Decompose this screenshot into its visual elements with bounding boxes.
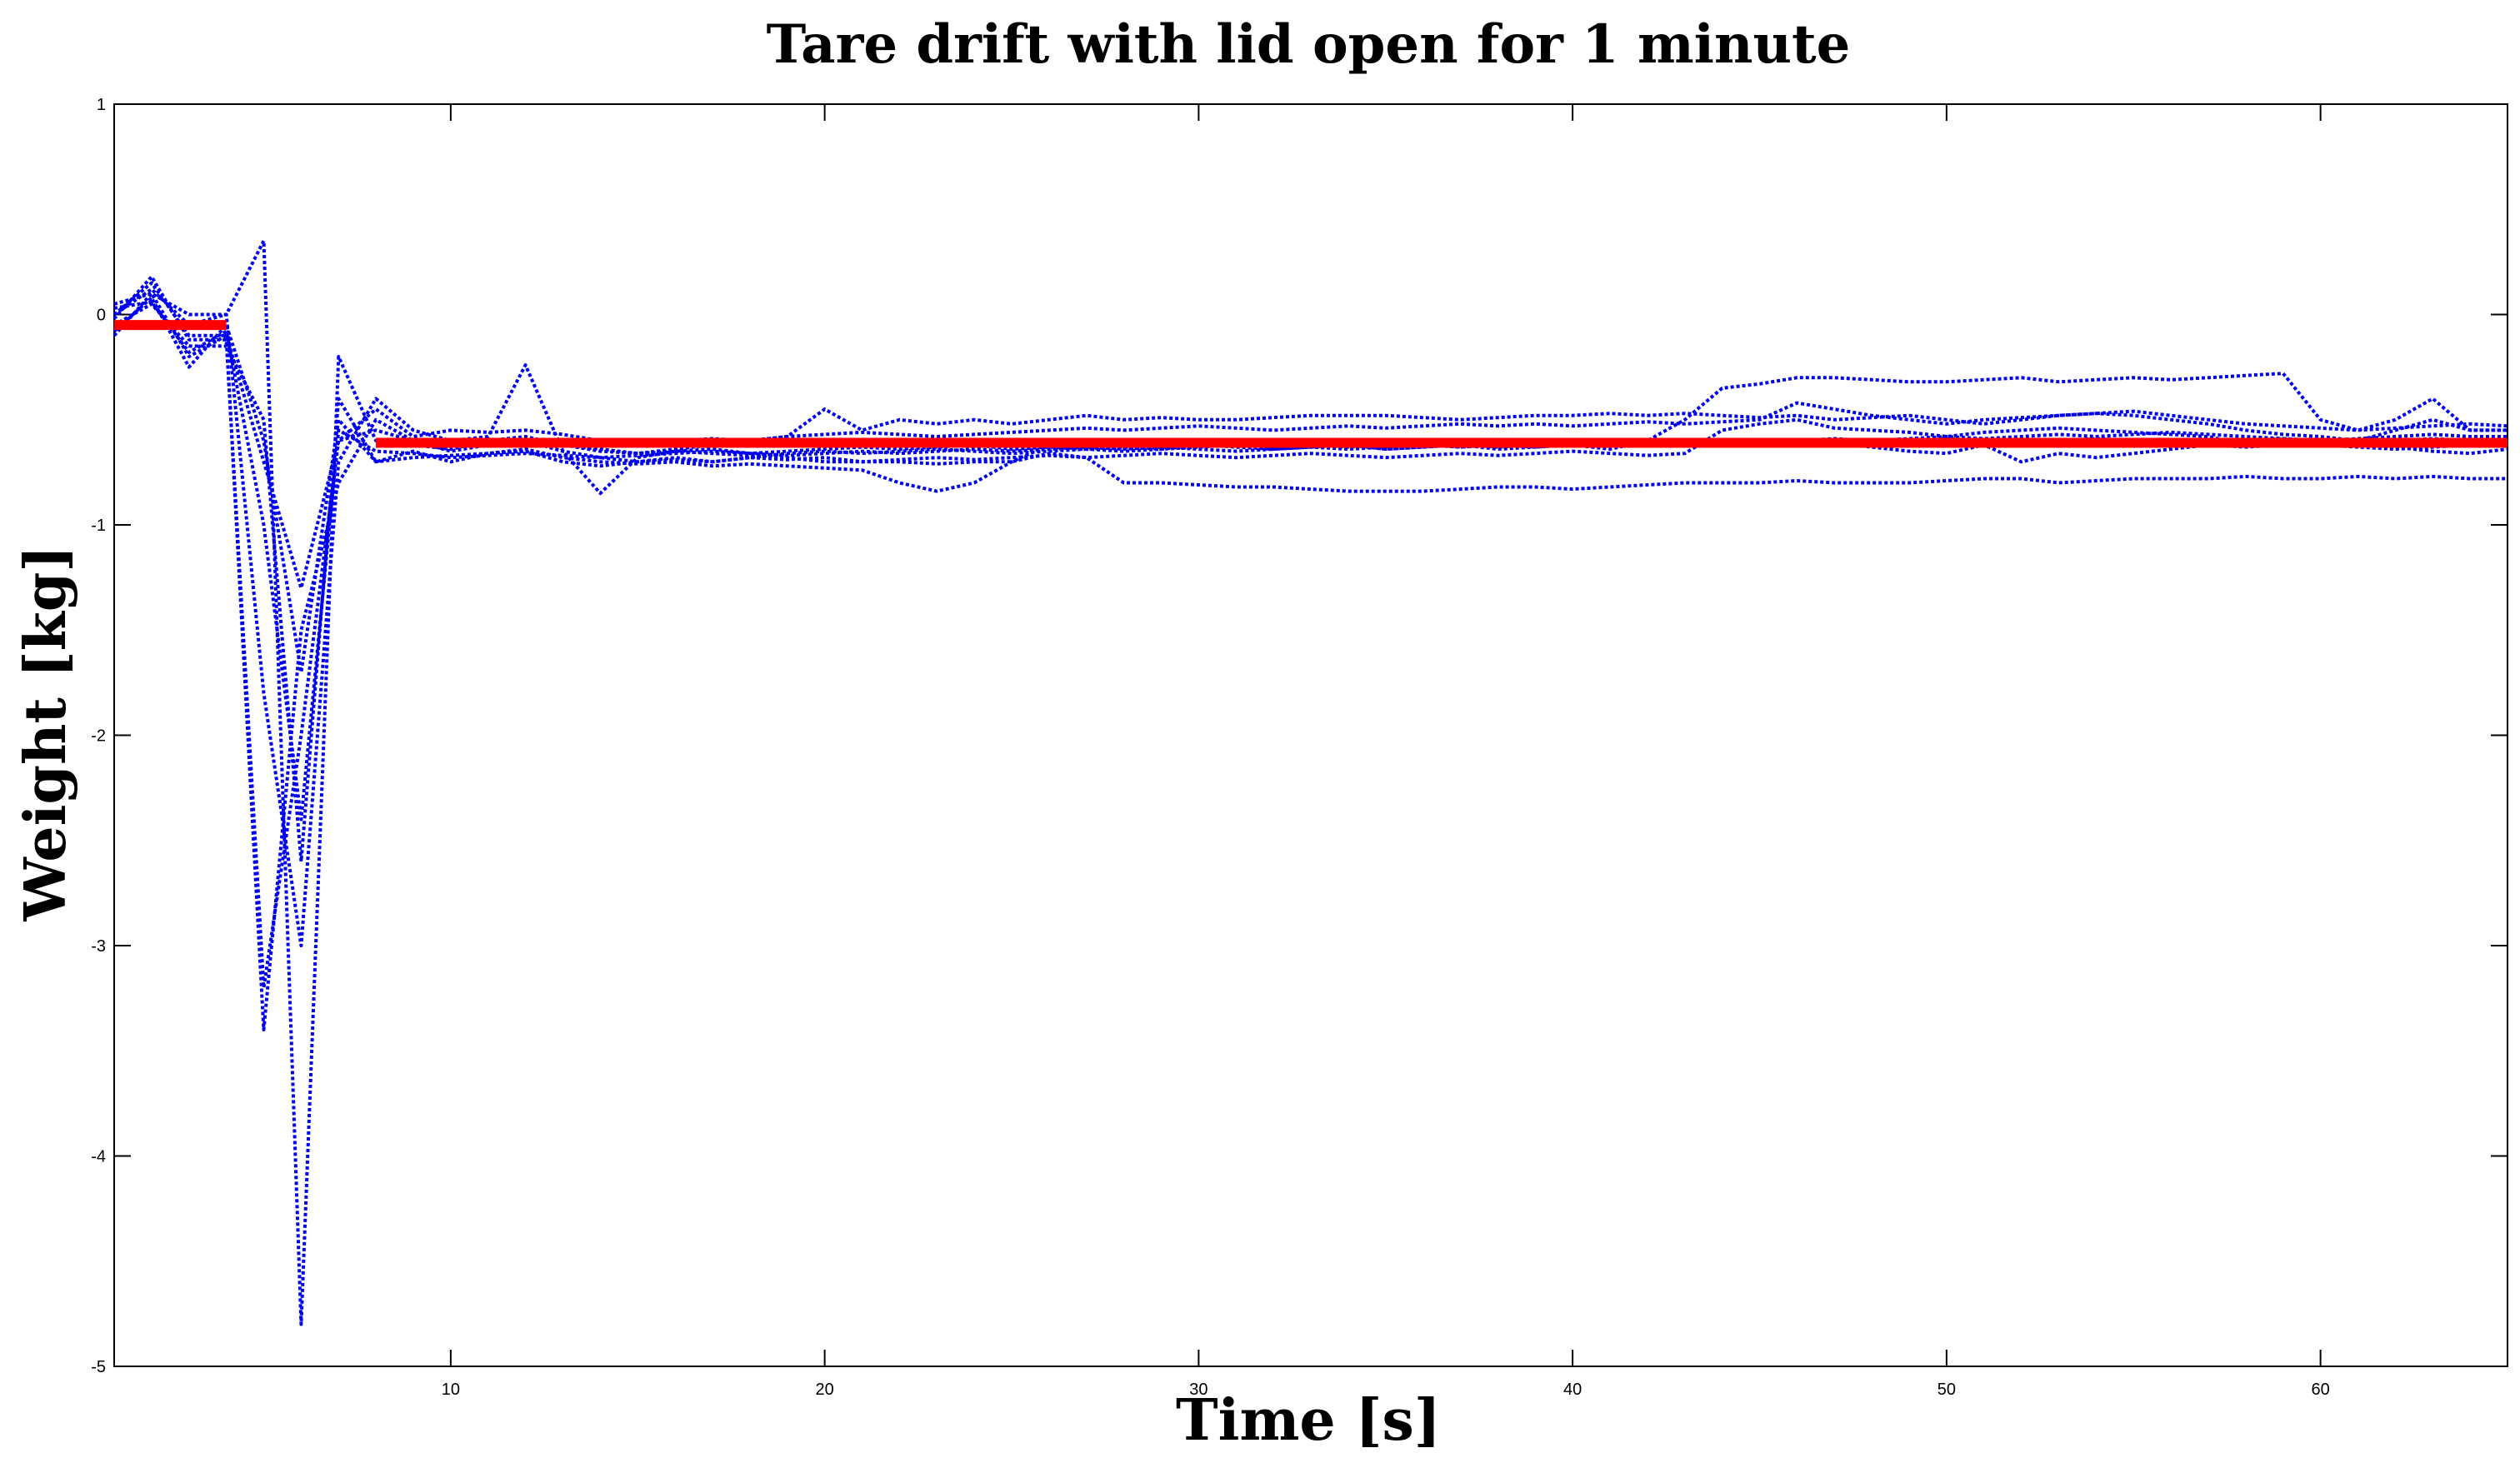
y-tick-label: -1: [91, 517, 106, 535]
trial-line-5: [112, 287, 2508, 947]
x-axis-label: Time [s]: [1176, 1387, 1441, 1454]
x-tick-label: 40: [1563, 1381, 1582, 1399]
y-tick-label: -3: [91, 937, 106, 956]
x-tick-label: 50: [1938, 1381, 1956, 1399]
trial-line-3: [113, 239, 2508, 1326]
y-tick-label: -2: [91, 727, 106, 746]
x-tick-label: 60: [2312, 1381, 2330, 1399]
plot-frame: [113, 103, 2508, 1367]
trial-line-2: [112, 281, 2508, 1031]
chart-title: Tare drift with lid open for 1 minute: [767, 13, 1851, 76]
trial-line-8: [113, 300, 2508, 821]
y-tick-label: 0: [97, 307, 106, 325]
x-tick-label: 30: [1189, 1381, 1208, 1399]
x-tick-label: 10: [442, 1381, 460, 1399]
trial-line-7: [112, 275, 2508, 990]
series-layer: [112, 239, 2508, 1326]
y-axis-label: Weight [kg]: [12, 546, 79, 922]
y-tick-label: -4: [91, 1148, 106, 1166]
y-tick-label: -5: [91, 1358, 106, 1376]
x-tick-label: 20: [816, 1381, 834, 1399]
y-tick-label: 1: [97, 96, 106, 114]
trial-line-4: [113, 302, 2508, 863]
trial-line-6: [112, 296, 2508, 674]
